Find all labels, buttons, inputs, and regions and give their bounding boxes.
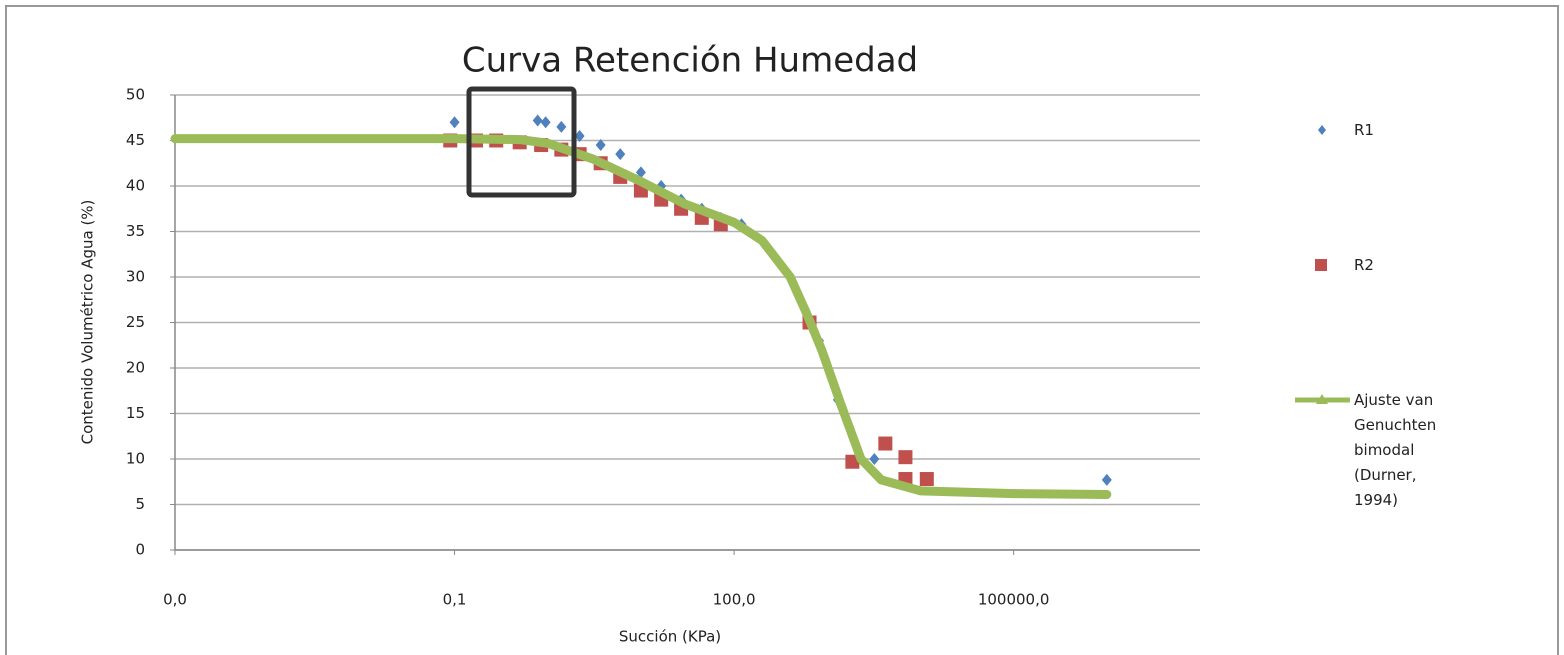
point <box>574 129 585 142</box>
x-tick-label: 100,0 <box>713 591 756 609</box>
point <box>869 453 880 465</box>
legend-label: Ajuste van Genuchten bimodal (Durner, 19… <box>1354 391 1437 509</box>
legend-label: R2 <box>1354 256 1374 274</box>
y-tick-label: 40 <box>126 177 145 195</box>
y-tick-label: 35 <box>126 222 145 240</box>
point <box>449 116 460 129</box>
y-tick-label: 30 <box>126 268 145 286</box>
legend-swatch <box>1318 125 1326 135</box>
chart-frame <box>5 5 1559 655</box>
point <box>878 436 893 451</box>
plot-area: 0 5 10 15 20 25 30 35 40 45 50 0,0 0,1 100,0 100000,0 <box>126 86 1200 609</box>
y-tick-label: 0 <box>135 541 145 559</box>
x-tick-label: 100000,0 <box>978 591 1050 609</box>
legend-label: R1 <box>1354 121 1374 139</box>
point <box>1101 473 1112 486</box>
legend-swatch <box>1316 394 1328 404</box>
point <box>595 139 606 152</box>
y-tick-label: 20 <box>126 359 145 377</box>
point <box>845 454 860 469</box>
y-tick-label: 50 <box>126 86 145 104</box>
y-tick-label: 10 <box>126 450 145 468</box>
point <box>898 450 913 465</box>
y-tick-label: 15 <box>126 404 145 422</box>
point <box>540 116 551 129</box>
x-axis-label: Succión (KPa) <box>619 628 721 646</box>
x-tick-label: 0,0 <box>163 591 187 609</box>
y-axis-label: Contenido Volumétrico Agua (%) <box>79 200 97 445</box>
point <box>532 114 543 127</box>
legend-swatch <box>1315 259 1327 271</box>
y-tick-label: 25 <box>126 313 145 331</box>
y-tick-label: 45 <box>126 131 145 149</box>
point <box>615 148 626 161</box>
point <box>919 472 934 487</box>
point <box>556 120 567 133</box>
fit-line <box>170 134 1112 499</box>
y-tick-label: 5 <box>135 495 145 513</box>
x-tick-label: 0,1 <box>443 591 467 609</box>
highlight-box <box>466 86 577 198</box>
chart-title: Curva Retención Humedad <box>462 41 918 81</box>
